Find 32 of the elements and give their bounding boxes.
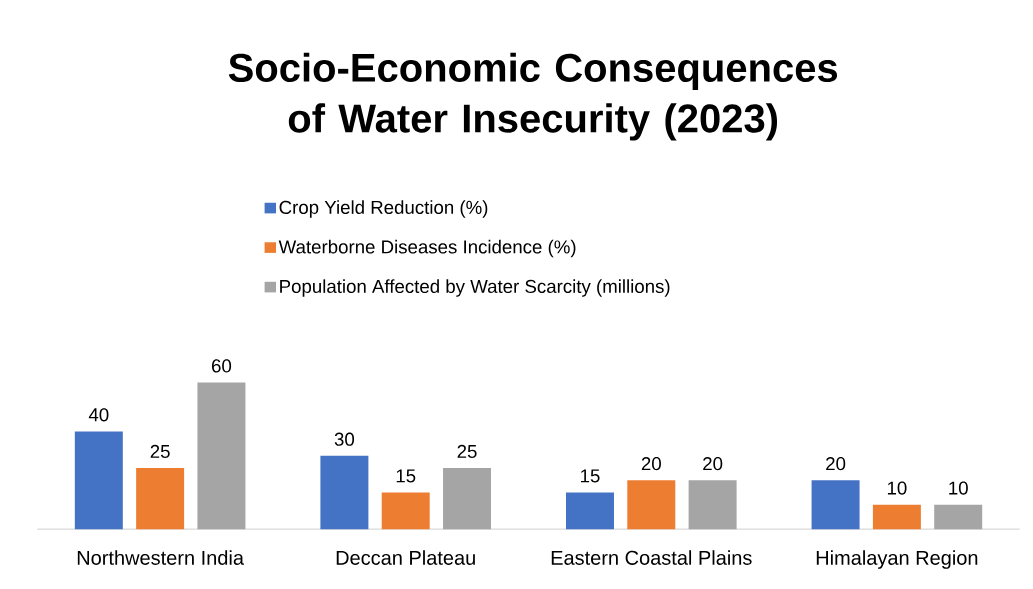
legend-label: Waterborne Diseases Incidence (%) xyxy=(278,239,576,258)
legend-label: Population Affected by Water Scarcity (millions) xyxy=(280,279,670,297)
bar xyxy=(443,468,492,530)
data-label: 25 xyxy=(150,444,170,458)
bar xyxy=(197,382,246,530)
data-label: 60 xyxy=(212,359,232,373)
data-label: 15 xyxy=(581,469,600,483)
data-label: 10 xyxy=(949,481,968,495)
x-tick-label: Northwestern India xyxy=(77,550,244,565)
bar xyxy=(934,504,983,530)
data-label: 30 xyxy=(334,432,355,446)
data-label: 10 xyxy=(887,481,907,495)
bar xyxy=(872,504,921,530)
bar xyxy=(74,431,123,530)
data-label: 20 xyxy=(703,456,723,471)
data-label: 20 xyxy=(826,456,846,471)
bar xyxy=(136,468,185,530)
bar xyxy=(627,480,676,530)
bar xyxy=(320,455,369,530)
x-tick-label: Eastern Coastal Plains xyxy=(551,550,752,565)
chart-title: Socio-Economic Consequences of Water Insecurity (2023) xyxy=(228,52,838,141)
bar xyxy=(381,492,430,530)
bar xyxy=(565,492,614,530)
bar xyxy=(811,480,860,530)
data-label: 40 xyxy=(88,408,109,422)
x-tick-label: Deccan Plateau xyxy=(336,550,475,565)
data-label: 25 xyxy=(457,444,477,458)
x-tick-label: Himalayan Region xyxy=(816,550,978,569)
data-label: 15 xyxy=(396,469,416,483)
legend-label: Crop Yield Reduction (%) xyxy=(279,200,488,218)
data-label: 20 xyxy=(641,456,661,471)
bar xyxy=(688,480,737,530)
